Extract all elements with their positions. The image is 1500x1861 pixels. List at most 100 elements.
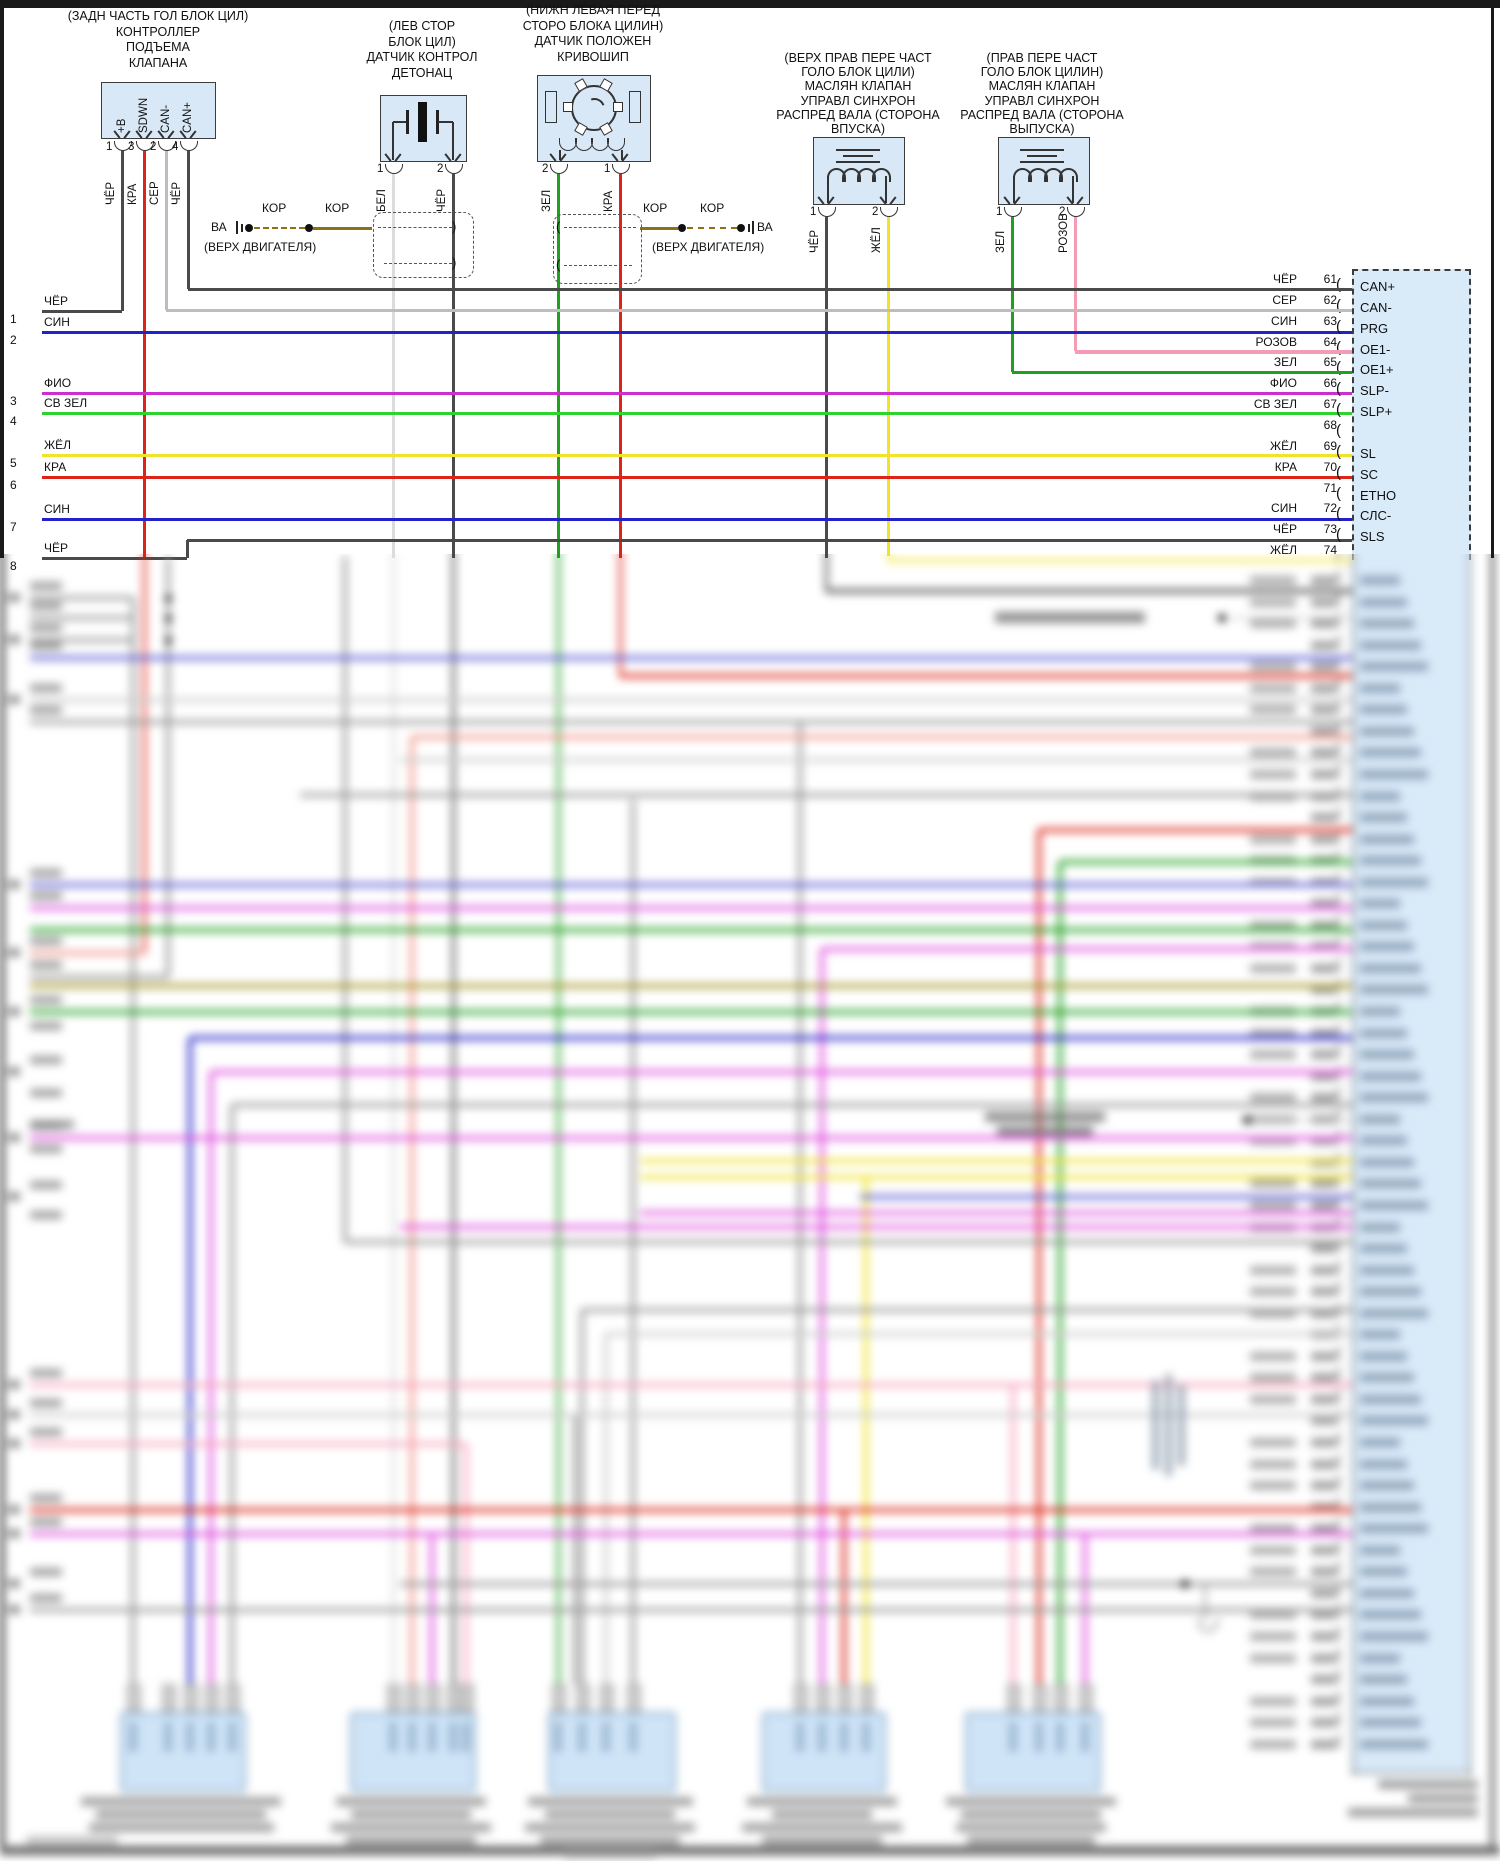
wire-segment [30,656,1352,660]
ecm-pin-number: 62 [1323,293,1337,307]
pin-number: 3 [128,141,135,153]
sensor-bracket [545,91,557,123]
wire-color-label: КРА [44,460,67,474]
blurred-text [1311,1416,1336,1426]
page-row-number: 5 [10,456,17,470]
coil-loop [607,138,625,151]
ecm-pin-bracket: ( [1336,318,1341,335]
ecm-pin-bracket: ( [1336,761,1341,779]
wire-segment [30,1010,1352,1014]
connector-stub [205,1684,219,1712]
wire-segment [640,1175,1352,1179]
wire-segment [142,151,146,558]
blurred-text [1360,1545,1400,1555]
blurred-text [1360,1739,1428,1749]
ecm-pin-number: 64 [1323,335,1337,349]
blurred-text [1360,662,1428,672]
ecm-pin-bracket: ( [1336,1623,1341,1641]
wire-segment [1203,1584,1207,1620]
wire-segment [131,598,135,1684]
connector-stub [576,1684,590,1712]
splice-dot [1181,1580,1189,1588]
blurred-text [96,1810,266,1819]
blurred-text [995,612,1145,623]
ecm-pin-bracket: ( [1336,632,1341,650]
ecm-pin-bracket: ( [1336,1279,1341,1297]
ecm-pin-name: СЛС- [1360,508,1392,523]
wire-segment [820,949,824,1684]
wire-segment [188,287,1352,291]
ecm-pin-number: 65 [1323,355,1337,369]
ecm-pin-bracket: ( [1336,1645,1341,1663]
ecm-pin-bracket: ( [1336,485,1341,502]
wire-color-label: ЧЁР [1272,272,1297,286]
ecm-pin-name: SLP- [1360,383,1389,398]
blurred-text [30,996,62,1004]
blurred-text [1311,1136,1336,1146]
wire-segment [618,174,622,558]
wire-segment [412,735,1352,739]
blurred-text [1311,1287,1336,1297]
ecm-pin-bracket: ( [1336,1171,1341,1189]
ecm-pin-bracket: ( [1336,805,1341,823]
wire-segment [190,1036,1352,1040]
blurred-text [961,1810,1101,1819]
wire-segment [886,217,890,556]
ecm-pin-bracket: ( [1336,718,1341,736]
blurred-text [30,1181,62,1189]
blurred-text [88,1823,274,1832]
wire-segment [836,161,880,163]
blurred-text [1360,1028,1407,1038]
blurred-text [1250,1653,1296,1663]
ecm-pin-number: 66 [1323,376,1337,390]
ecm-pin-name: OE1- [1360,342,1391,357]
wire-color-label: СИН [1271,314,1297,328]
connector-stub [860,1684,874,1712]
page-border-right [1491,8,1494,558]
ecm-pin-name: SC [1360,467,1379,482]
component-header: ГОЛО БЛОК ЦИЛИН) [980,65,1104,80]
blurred-text [8,880,20,889]
blurred-text [1250,1610,1296,1620]
wire-segment [843,155,873,157]
ecm-pin-number: 72 [1323,501,1337,515]
blurred-text [1250,1524,1296,1534]
piezo-element [418,102,427,142]
component-header: МАСЛЯН КЛАПАН [988,79,1096,94]
blurred-text [1360,920,1407,930]
blurred-text [1311,576,1336,585]
wire-segment [400,1225,1352,1229]
blurred-text [1360,985,1428,995]
ecm-pin-bracket: ( [1336,1192,1341,1210]
blurred-text [1360,748,1421,758]
ecm-pin-name: SLS [1360,529,1385,544]
page-border-bottom [0,1846,1500,1855]
ecm-pin-bracket: ( [1336,1365,1341,1383]
ecm-pin-name: CAN- [1360,300,1392,315]
connector-slot [840,1722,848,1752]
blurred-text [545,1810,675,1819]
blurred-text [8,1133,20,1142]
blurred-text [1250,1394,1296,1404]
blurred-text [1360,1351,1407,1361]
wire-segment [1013,176,1015,203]
wire-segment [400,758,1352,762]
blurred-text [1311,1308,1336,1318]
blurred-text [30,1089,62,1097]
ecm-pin-bracket: ( [1336,1537,1341,1555]
blurred-text [1360,1675,1407,1685]
connector-slot [449,1722,457,1752]
wire-color-label: СЕР [149,181,161,205]
wire-segment [822,947,1352,951]
blurred-text [1250,748,1296,758]
wire-segment [860,1195,1352,1199]
wire-segment [42,556,187,560]
wire-segment [1039,828,1352,832]
ecm-pin-bracket: ( [1336,276,1341,293]
splice-dot [678,224,686,232]
wire-segment [187,538,1352,542]
splice-note: (ВЕРХ ДВИГАТЕЛЯ) [652,240,765,254]
ecm-pin-number: 70 [1323,460,1337,474]
page-row-number: 6 [10,478,17,492]
blurred-text [1360,1416,1428,1426]
